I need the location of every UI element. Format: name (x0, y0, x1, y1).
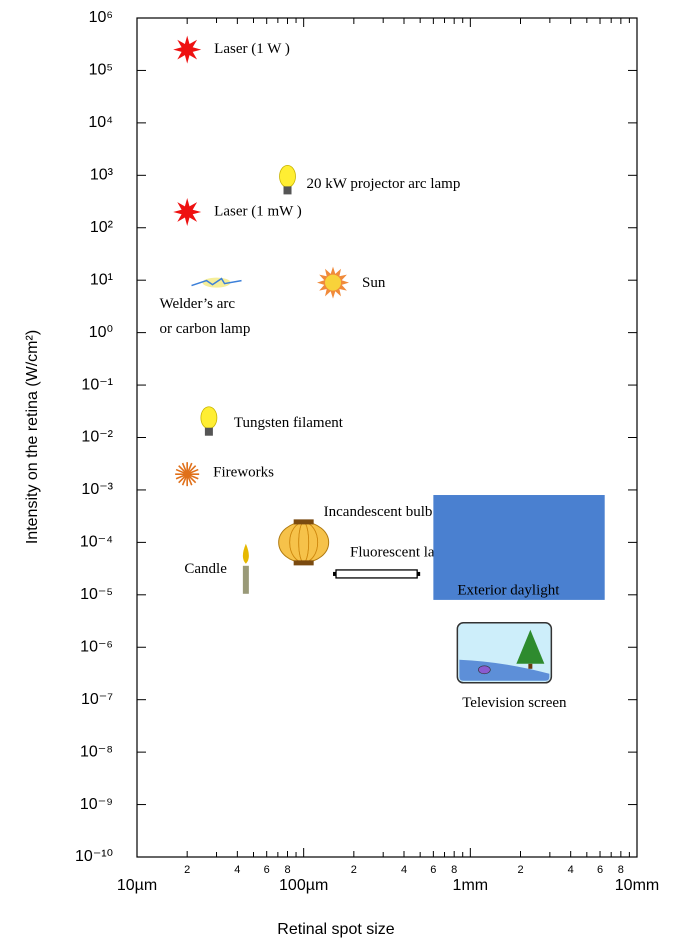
star (173, 36, 201, 64)
candle-flame (243, 544, 249, 564)
y-tick-label: 10⁻³ (81, 481, 113, 498)
y-tick-label: 10⁵ (89, 62, 113, 79)
tv-fish (478, 666, 490, 674)
point-label: or carbon lamp (160, 321, 251, 337)
plot-frame (137, 18, 637, 857)
x-tick-label: 4 (401, 864, 407, 876)
x-axis-label: Retinal spot size (277, 921, 394, 938)
y-tick-label: 10⁶ (89, 9, 113, 26)
x-tick-label: 4 (234, 864, 240, 876)
point-label: Fireworks (213, 465, 274, 481)
icon-tv (457, 623, 551, 683)
bulb-base (284, 186, 292, 194)
fluorescent-tube (333, 570, 420, 578)
bulb-glass (280, 165, 296, 187)
point-label: Television screen (462, 695, 567, 711)
x-tick-label: 8 (451, 864, 457, 876)
x-tick-label: 100µm (279, 877, 328, 894)
x-tick-label: 8 (618, 864, 624, 876)
x-tick-label: 6 (264, 864, 270, 876)
x-tick-label: 1mm (453, 877, 489, 894)
x-tick-label: 2 (351, 864, 357, 876)
icon-star (173, 36, 201, 64)
y-tick-label: 10⁻⁴ (80, 534, 113, 551)
y-tick-label: 10⁻² (81, 429, 113, 446)
candle-stem (243, 566, 249, 594)
x-tick-label: 10µm (117, 877, 157, 894)
lantern-cap (294, 560, 314, 565)
icon-fireworks (175, 462, 199, 486)
point-label: Laser (1 mW ) (214, 203, 302, 219)
lantern-cap (294, 519, 314, 524)
star (173, 198, 201, 226)
x-tick-label: 8 (284, 864, 290, 876)
y-tick-label: 10⁻¹⁰ (75, 848, 113, 865)
y-tick-label: 10⁻⁵ (80, 586, 113, 603)
chart: Retinal spot size Intensity on the retin… (0, 0, 676, 944)
icon-candle (243, 544, 249, 594)
x-tick-label: 4 (568, 864, 574, 876)
y-tick-label: 10⁻⁹ (80, 796, 113, 813)
x-tick-label: 10mm (615, 877, 659, 894)
y-tick-label: 10³ (90, 167, 114, 184)
point-label: Tungsten filament (234, 415, 344, 431)
bulb-glass (201, 407, 217, 429)
icon-sun (317, 267, 349, 299)
y-tick-label: 10⁰ (89, 324, 113, 341)
bulb-base (205, 428, 213, 436)
x-tick-label: 2 (517, 864, 523, 876)
lantern-body (279, 522, 329, 562)
x-tick-label: 6 (597, 864, 603, 876)
point-label: 20 kW projector arc lamp (307, 176, 461, 192)
y-tick-label: 10⁻¹ (81, 376, 113, 393)
icon-lantern (279, 519, 329, 565)
tube-body (336, 570, 417, 578)
point-label: Exterior daylight (457, 582, 560, 598)
sun-core (325, 275, 341, 291)
point-label: Candle (184, 561, 227, 577)
point-label: Incandescent bulb (324, 504, 433, 520)
y-tick-label: 10⁻⁸ (80, 743, 113, 760)
icon-bulb (280, 165, 296, 194)
y-axis-label: Intensity on the retina (W/cm²) (24, 330, 41, 544)
y-tick-label: 10⁴ (88, 114, 113, 131)
point-label: Sun (362, 275, 386, 291)
tube-cap (333, 572, 336, 576)
x-tick-label: 6 (430, 864, 436, 876)
y-tick-label: 10⁻⁷ (81, 691, 113, 708)
tube-cap (417, 572, 420, 576)
point-label: Welder’s arc (160, 296, 236, 312)
point-label: Laser (1 W ) (214, 41, 290, 57)
y-tick-label: 10¹ (90, 271, 113, 288)
icon-bulb (201, 407, 217, 436)
x-tick-label: 2 (184, 864, 190, 876)
y-tick-label: 10⁻⁶ (80, 638, 113, 655)
icon-star (173, 198, 201, 226)
tv-trunk (528, 664, 532, 669)
y-tick-label: 10² (90, 219, 114, 236)
icon-arc (192, 278, 242, 288)
